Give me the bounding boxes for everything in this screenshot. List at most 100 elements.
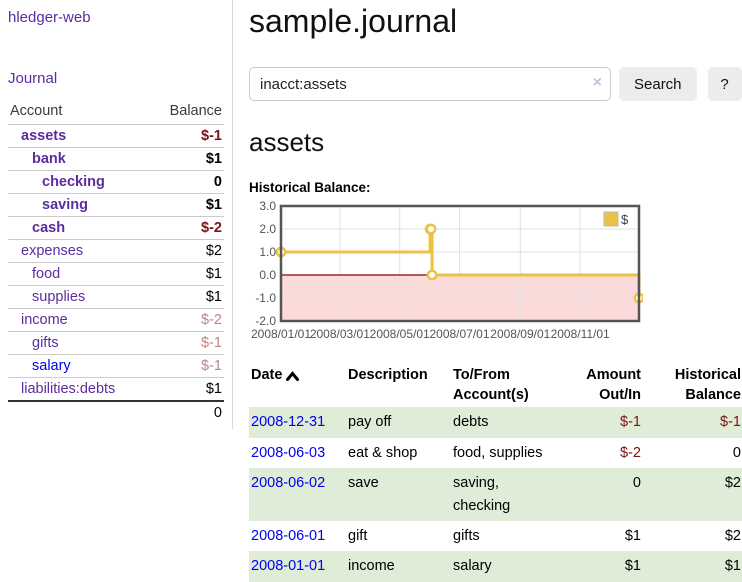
transaction-balance: $1 xyxy=(724,558,741,575)
svg-text:$: $ xyxy=(621,212,629,227)
accounts-total-value: 0 xyxy=(150,400,224,427)
transaction-date-link[interactable]: 2008-06-02 xyxy=(251,475,326,492)
register-header-balance: Historical Balance xyxy=(674,367,741,403)
transaction-row: 2008-12-31 pay off debts $-1 $-1 xyxy=(249,407,742,438)
account-balance: $2 xyxy=(150,239,224,263)
account-link-bank[interactable]: bank xyxy=(32,151,66,167)
sidebar-item-journal[interactable]: Journal xyxy=(8,70,58,87)
account-link-income[interactable]: income xyxy=(21,312,68,328)
svg-text:2008/11/01: 2008/11/01 xyxy=(551,327,610,341)
help-button[interactable]: ? xyxy=(707,67,742,101)
transaction-date-cell: 2008-06-02 xyxy=(249,468,346,521)
transaction-date-cell: 2008-06-03 xyxy=(249,438,346,468)
account-balance: $1 xyxy=(150,262,224,286)
accounts-total-row: 0 xyxy=(8,400,224,427)
transaction-date-link[interactable]: 2008-01-01 xyxy=(251,558,326,575)
clear-search-icon[interactable]: × xyxy=(592,74,602,91)
account-cell: liabilities:debts xyxy=(8,377,151,401)
account-cell: salary xyxy=(8,354,151,378)
account-balance: $1 xyxy=(150,147,224,171)
transaction-row: 2008-06-03 eat & shop food, supplies $-2 0 xyxy=(249,438,742,468)
svg-text:2008/09/01: 2008/09/01 xyxy=(490,327,550,341)
transaction-date-link[interactable]: 2008-06-03 xyxy=(251,444,326,461)
svg-text:-2.0: -2.0 xyxy=(255,314,276,328)
search-box: × xyxy=(249,67,611,101)
account-balance: $-1 xyxy=(150,124,224,148)
transaction-accounts: food, supplies xyxy=(453,444,543,461)
account-row: food $1 xyxy=(8,262,224,286)
register-header-row: Date Description To/From Account(s) Amou… xyxy=(249,364,742,407)
account-balance: $-2 xyxy=(150,308,224,332)
svg-text:2008/07/01: 2008/07/01 xyxy=(429,327,489,341)
transaction-row: 2008-06-02 save saving, checking 0 $2 xyxy=(249,468,742,521)
transaction-date-link[interactable]: 2008-06-01 xyxy=(251,528,326,544)
account-row: liabilities:debts $1 xyxy=(8,377,224,401)
accounts-total-spacer xyxy=(8,400,151,427)
transaction-balance: $-1 xyxy=(720,414,741,431)
brand-link[interactable]: hledger-web xyxy=(8,9,91,26)
register-header-date[interactable]: Date xyxy=(249,364,346,407)
register-body: 2008-12-31 pay off debts $-1 $-1 2008-06-03 ea… xyxy=(249,407,742,582)
account-balance: $1 xyxy=(150,193,224,217)
transaction-accounts: debts xyxy=(453,414,489,431)
account-row: salary $-1 xyxy=(8,354,224,378)
transaction-amount: $1 xyxy=(624,528,641,544)
account-link-gifts[interactable]: gifts xyxy=(32,335,59,351)
account-cell: gifts xyxy=(8,331,151,355)
transaction-description: gift xyxy=(348,528,368,544)
account-row: income $-2 xyxy=(8,308,224,332)
account-row: cash $-2 xyxy=(8,216,224,240)
svg-text:0.0: 0.0 xyxy=(259,268,276,282)
account-link-liabilities-debts[interactable]: liabilities:debts xyxy=(21,381,116,397)
account-cell: bank xyxy=(8,147,151,171)
transaction-accounts: saving, checking xyxy=(453,475,511,514)
account-link-cash[interactable]: cash xyxy=(32,220,66,236)
transaction-amount: $1 xyxy=(624,558,641,575)
main-content: sample.journal × Search ? assets Histori… xyxy=(233,0,742,582)
account-cell: food xyxy=(8,262,151,286)
transaction-amount: $-2 xyxy=(620,444,641,461)
sidebar: hledger-web Journal Account Balance asse… xyxy=(0,0,233,429)
account-cell: cash xyxy=(8,216,151,240)
account-row: assets $-1 xyxy=(8,124,224,148)
svg-text:1.0: 1.0 xyxy=(259,245,276,259)
account-balance: $-1 xyxy=(150,331,224,355)
account-balance: $-2 xyxy=(150,216,224,240)
account-link-saving[interactable]: saving xyxy=(42,197,88,213)
transaction-accounts: salary xyxy=(453,558,492,575)
transaction-date-cell: 2008-12-31 xyxy=(249,407,346,437)
transaction-balance: $2 xyxy=(724,528,741,544)
transaction-description: pay off xyxy=(348,414,392,431)
accounts-header-balance: Balance xyxy=(169,103,222,119)
transaction-date-cell: 2008-01-01 xyxy=(249,551,346,581)
account-link-salary[interactable]: salary xyxy=(32,358,71,374)
transaction-description: save xyxy=(348,475,379,492)
svg-text:2008/05/01: 2008/05/01 xyxy=(370,327,430,341)
sort-ascending-icon xyxy=(286,371,300,382)
search-form: × Search ? xyxy=(249,67,742,101)
account-link-expenses[interactable]: expenses xyxy=(21,243,84,259)
historical-balance-chart: $3.0 2.0 1.0 0.0 -1.0 -2.0 2008/01/01 2008/03/0… xyxy=(249,199,742,343)
account-cell: saving xyxy=(8,193,151,217)
svg-text:2008/03/01: 2008/03/01 xyxy=(310,327,370,341)
account-link-assets[interactable]: assets xyxy=(21,128,67,144)
account-link-food[interactable]: food xyxy=(32,266,61,282)
transaction-date-link[interactable]: 2008-12-31 xyxy=(251,414,326,431)
transaction-amount: $-1 xyxy=(620,414,641,431)
transaction-row: 2008-01-01 income salary $1 $1 xyxy=(249,551,742,582)
account-link-checking[interactable]: checking xyxy=(42,174,105,190)
transaction-description: eat & shop xyxy=(348,444,418,461)
transaction-balance: 0 xyxy=(732,444,741,461)
chart-title: Historical Balance: xyxy=(249,180,371,195)
account-balance: $1 xyxy=(150,377,224,401)
search-button[interactable]: Search xyxy=(619,67,697,101)
register-table: Date Description To/From Account(s) Amou… xyxy=(249,364,742,582)
svg-text:-1.0: -1.0 xyxy=(255,291,276,305)
account-row: gifts $-1 xyxy=(8,331,224,355)
account-cell: expenses xyxy=(8,239,151,263)
account-row: expenses $2 xyxy=(8,239,224,263)
register-header-date-label: Date xyxy=(251,367,283,383)
page-title: sample.journal xyxy=(249,3,458,39)
account-link-supplies[interactable]: supplies xyxy=(32,289,86,305)
search-input[interactable] xyxy=(249,67,611,101)
